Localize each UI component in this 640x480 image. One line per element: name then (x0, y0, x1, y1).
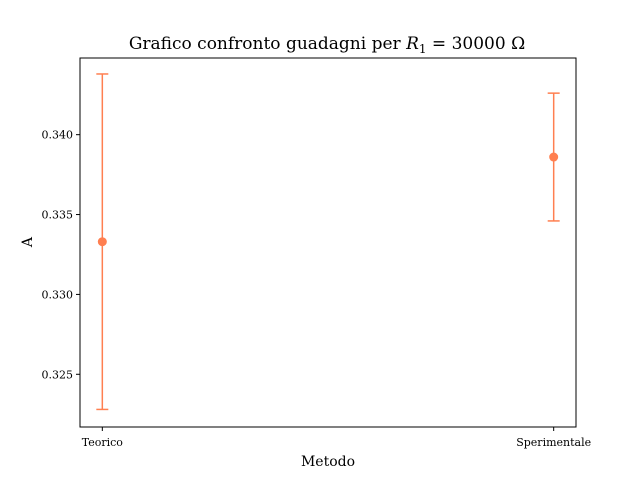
x-tick-label: Teorico (82, 436, 124, 449)
y-axis: 0.325 0.330 0.335 0.340 (42, 129, 80, 381)
chart-title-var: R (405, 34, 419, 54)
y-axis-label: A (20, 236, 36, 248)
y-tick-label: 0.340 (42, 129, 74, 142)
x-tick-label: Sperimentale (516, 436, 591, 449)
plot-area (79, 57, 577, 428)
chart-title: Grafico confronto guadagni per R1 = 3000… (129, 34, 525, 56)
x-axis-label: Metodo (301, 454, 355, 470)
y-tick-label: 0.325 (42, 368, 74, 381)
y-tick-label: 0.335 (42, 209, 74, 222)
series-points (96, 73, 560, 411)
chart-title-sub: 1 (419, 42, 427, 56)
y-tick-label: 0.330 (42, 288, 74, 301)
chart-title-suffix: = 30000 Ω (427, 34, 526, 54)
data-point (97, 237, 107, 247)
chart-title-prefix: Grafico confronto guadagni per (129, 34, 406, 54)
x-axis: Teorico Sperimentale (82, 427, 591, 449)
data-point (549, 152, 559, 162)
